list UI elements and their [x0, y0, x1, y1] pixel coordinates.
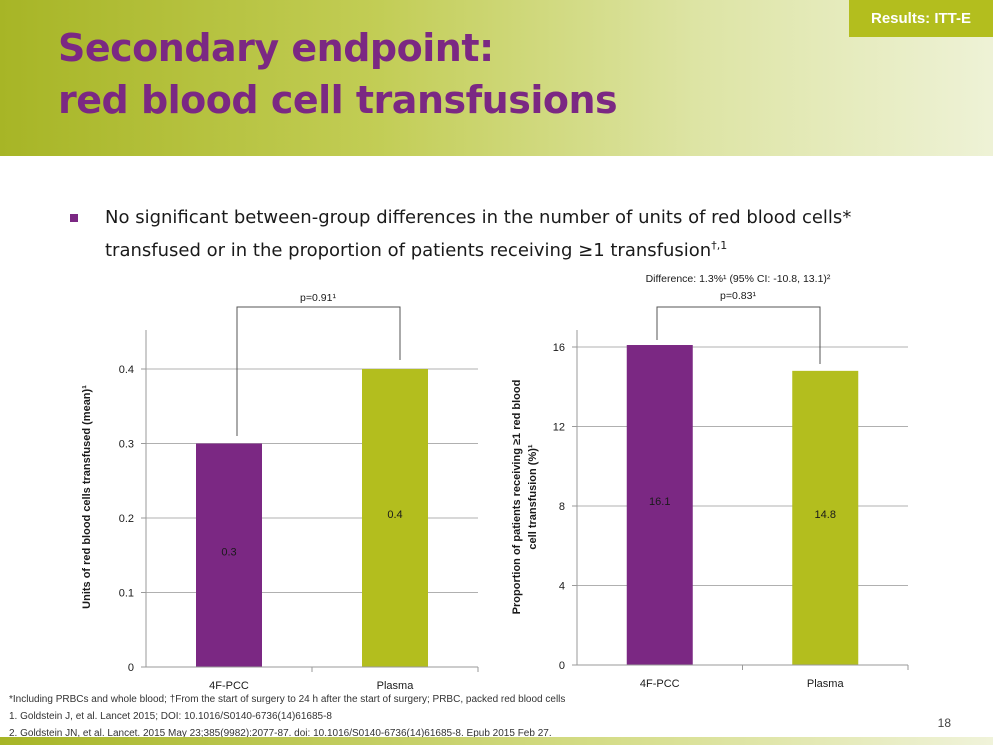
c2-y-tick-label: 8 [559, 501, 565, 513]
c1-category-label-1: 4F-PCC [209, 680, 249, 692]
bullet-point: No significant between-group differences… [70, 204, 930, 265]
chart2-difference-annotation: Difference: 1.3%¹ (95% CI: -10.8, 13.1)² [646, 273, 831, 285]
reference-1: 1. Goldstein J, et al. Lancet 2015; DOI:… [9, 711, 332, 722]
page-title: Secondary endpoint: red blood cell trans… [58, 22, 618, 126]
c1-y-tick-label: 0.2 [119, 513, 134, 525]
bullet-text: No significant between-group differences… [105, 204, 930, 265]
c2-category-label-1: 4F-PCC [640, 678, 680, 690]
chart2-p-value-bracket [656, 306, 821, 364]
title-line-2: red blood cell transfusions [58, 78, 618, 122]
chart1-y-axis-label: Units of red blood cells transfused (mea… [81, 385, 93, 609]
footnotes: *Including PRBCs and whole blood; †From … [9, 691, 909, 742]
chart1-p-value: p=0.91¹ [300, 292, 336, 304]
bullet-square-icon [70, 214, 78, 222]
chart2-p-value: p=0.83¹ [720, 290, 756, 302]
c1-y-tick-label: 0.3 [119, 439, 134, 451]
chart-proportion-transfused: 0 4 8 12 16 16.1 14.8 4F-PCC Plasma Difference… [511, 273, 909, 690]
reference-2: 2. Goldstein JN, et al. Lancet. 2015 May… [9, 728, 552, 739]
c1-y-tick-label: 0 [128, 662, 134, 674]
c1-y-tick-label: 0.4 [119, 364, 134, 376]
chart2-y-axis-label: Proportion of patients receiving ≥1 red … [511, 380, 539, 615]
chart2-y-axis-label-line1: Proportion of patients receiving ≥1 red … [511, 380, 523, 615]
bullet-text-main: No significant between-group differences… [105, 207, 852, 261]
c1-category-label-2: Plasma [377, 680, 415, 692]
c2-y-tick-label: 16 [553, 342, 565, 354]
c2-y-tick-label: 4 [559, 581, 565, 593]
c1-value-label-2: 0.4 [387, 509, 402, 521]
c2-bar-1 [626, 345, 693, 665]
c2-value-label-1: 16.1 [649, 496, 670, 508]
footnote-abbreviations: *Including PRBCs and whole blood; †From … [9, 694, 566, 705]
bullet-superscript: †,1 [711, 239, 728, 252]
chart-units-transfused: 0 0.1 0.2 0.3 0.4 0.3 0.4 4F-PCC Plasma p=0.91… [81, 292, 479, 692]
chart1-p-value-bracket [236, 306, 401, 436]
c2-y-tick-label: 0 [559, 660, 565, 672]
c1-bar-1 [196, 443, 262, 667]
chart2-y-axis-label-line2: cell transfusion (%)¹ [527, 444, 539, 549]
bottom-bar [0, 737, 993, 745]
c2-category-label-2: Plasma [807, 678, 845, 690]
c2-bar-2 [792, 370, 859, 665]
page-number: 18 [937, 716, 951, 730]
title-line-1: Secondary endpoint: [58, 26, 494, 70]
c1-value-label-1: 0.3 [221, 546, 236, 558]
c2-value-label-2: 14.8 [815, 509, 836, 521]
c1-y-tick-label: 0.1 [119, 588, 134, 600]
results-badge: Results: ITT-E [849, 0, 993, 37]
header-band [0, 0, 993, 156]
c2-y-tick-label: 12 [553, 422, 565, 434]
c1-bar-2 [362, 369, 428, 667]
